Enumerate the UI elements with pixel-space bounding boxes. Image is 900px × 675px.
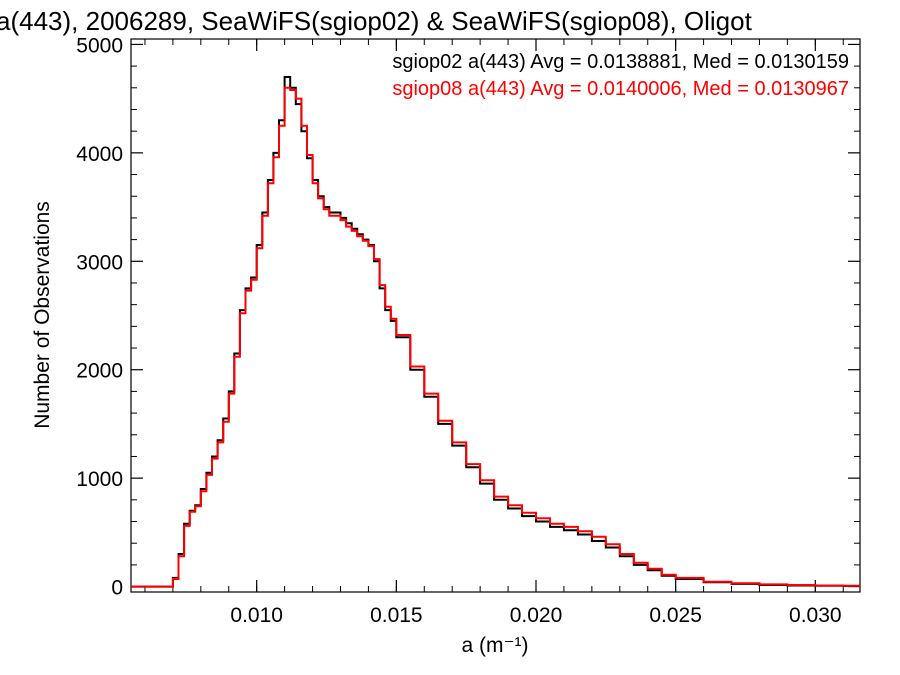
series-layer (131, 76, 860, 588)
series-line-sgiop08 (131, 86, 860, 588)
y-tick-label: 4000 (76, 143, 123, 166)
y-axis: 0 1000 2000 3000 4000 5000 (76, 34, 860, 600)
legend-entry-sgiop02: sgiop02 a(443) Avg = 0.0138881, Med = 0.… (392, 51, 849, 73)
x-axis: 0.010 0.015 0.020 0.025 0.030 (144, 39, 844, 627)
x-tick-label: 0.010 (230, 604, 283, 627)
plot-frame (130, 38, 861, 593)
x-tick-label: 0.015 (370, 604, 423, 627)
y-tick-label: 2000 (76, 360, 123, 383)
x-axis-label: a (m⁻¹) (461, 634, 528, 657)
y-axis-label: Number of Observations (31, 201, 54, 429)
legend-entry-sgiop08: sgiop08 a(443) Avg = 0.0140006, Med = 0.… (392, 78, 849, 100)
y-tick-label: 1000 (76, 468, 123, 491)
chart-title: a(443), 2006289, SeaWiFS(sgiop02) & SeaW… (0, 6, 753, 36)
x-tick-label: 0.030 (789, 604, 842, 627)
y-tick-label: 3000 (76, 251, 123, 274)
x-tick-label: 0.025 (649, 604, 702, 627)
y-tick-label: 0 (111, 577, 123, 600)
x-tick-label: 0.020 (510, 604, 563, 627)
y-tick-label: 5000 (76, 34, 123, 57)
